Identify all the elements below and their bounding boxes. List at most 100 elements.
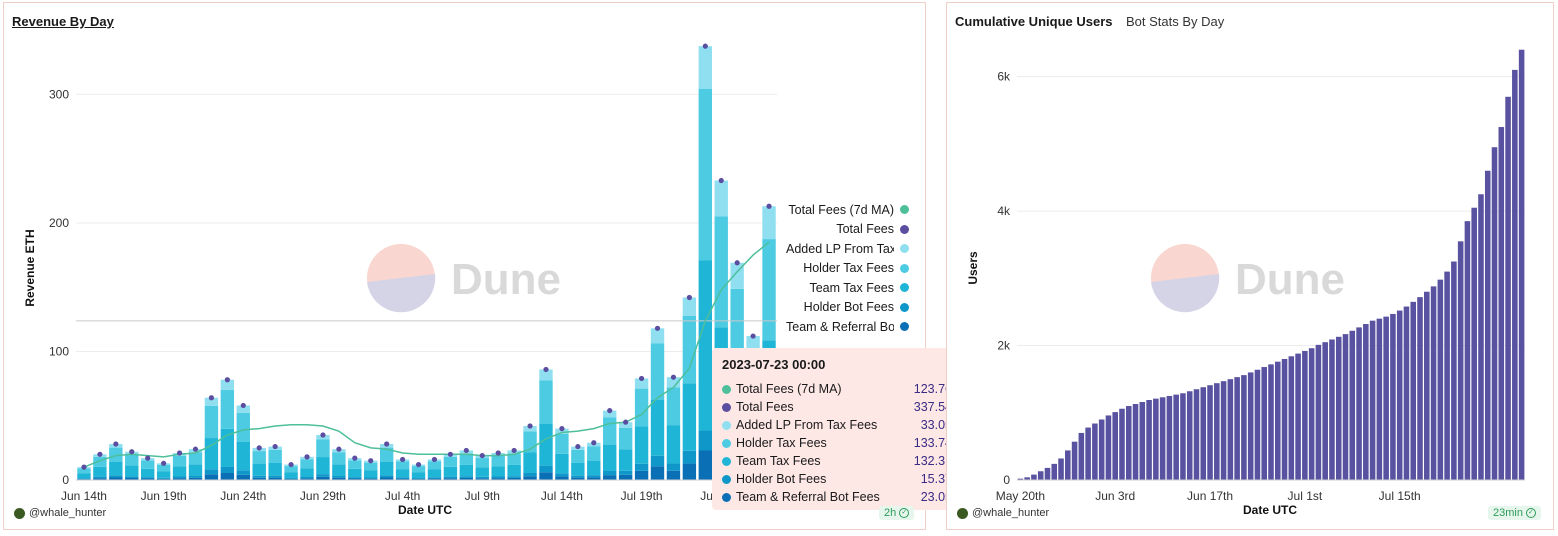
bar-segment [650,466,665,480]
bar-segment [332,475,346,478]
tooltip-series-value: 33.05 [920,418,952,432]
bar-segment [603,417,617,445]
x-tick-label: Jul 1st [1288,489,1323,503]
bar-segment [284,472,298,478]
total-fees-point [479,452,485,459]
bar [1308,348,1315,480]
bar-segment [666,387,681,426]
author-name: @whale_hunter [29,507,107,519]
total-fees-point [686,294,692,301]
refresh-badge[interactable]: 23min ✓ [1488,506,1541,520]
legend-item[interactable]: Holder Bot Fees [774,298,909,318]
bar-segment [188,477,203,480]
bar-segment [252,451,266,464]
bar [1484,170,1491,480]
bar-segment [204,405,219,439]
tooltip-series-value: 132.31 [913,454,952,468]
bar-segment [587,475,601,478]
total-fees-point [320,432,326,438]
bar [1098,419,1105,480]
bar [1505,96,1511,481]
legend-item[interactable]: Added LP From Tax Fees [774,239,909,259]
bar-segment [475,476,489,479]
y-tick-label: 2k [997,339,1011,353]
bar-segment [666,425,681,464]
bar [1132,404,1139,480]
x-tick-label: Jul 9th [465,489,500,503]
refresh-age: 2h [884,507,897,519]
bar-segment [109,477,123,480]
author-link[interactable]: @whale_hunter [957,507,1049,519]
legend-item[interactable]: Team Tax Fees [774,278,909,298]
bar-segment [571,477,585,480]
legend-item[interactable]: Total Fees [774,220,909,240]
tab-bot-stats[interactable]: Bot Stats By Day [1126,14,1225,29]
bar-segment [93,456,107,467]
tooltip-title: 2023-07-23 00:00 [722,357,826,372]
bar-segment [188,464,203,476]
legend-item[interactable]: Team & Referral Bot Fees [774,317,909,337]
tooltip-row: Added LP From Tax Fees 33.05 [722,416,952,434]
bar-segment [603,470,617,476]
tooltip-series-value: 133.74 [913,436,952,450]
bar [1335,336,1342,480]
tooltip-series-name: Holder Bot Fees [736,472,827,486]
avatar [957,507,968,519]
total-fees-point [670,374,677,380]
legend-swatch [900,283,909,293]
bar [1227,379,1234,480]
bar-segment [379,461,394,476]
y-axis-label: Revenue ETH [23,229,37,306]
total-fees-point [702,43,708,49]
total-fees-point [511,447,517,454]
legend-item[interactable]: Holder Tax Fees [774,259,909,279]
bar [1214,383,1220,480]
bar-segment [220,379,235,390]
bar [1058,458,1064,480]
bar [1342,334,1349,480]
bar-segment [204,438,219,470]
author-link[interactable]: @whale_hunter [14,507,106,519]
bar-segment [507,453,521,465]
refresh-badge[interactable]: 2h ✓ [879,506,915,520]
bar [1173,394,1179,480]
total-fees-point [766,203,772,209]
legend-swatch [900,224,909,234]
bar-segment [188,475,203,478]
revenue-chart-title[interactable]: Revenue By Day [12,14,114,29]
bar-segment [332,477,346,480]
bar-segment [523,426,537,432]
bar [1437,279,1444,480]
legend-item[interactable]: Total Fees (7d MA) [774,200,909,220]
users-chart-title[interactable]: Cumulative Unique Users [955,14,1113,29]
legend-label: Total Fees [836,222,894,237]
bar-segment [634,378,649,389]
bar-segment [491,478,505,480]
author-name: @whale_hunter [972,507,1050,519]
total-fees-point [654,325,661,331]
bar [1464,221,1471,480]
bar [1356,327,1362,480]
bar-segment [300,478,314,480]
bar-segment [252,477,266,480]
bar-segment [332,452,346,465]
bar-segment [507,476,521,478]
bar-segment [618,449,633,471]
bar-segment [618,422,633,428]
bar-segment [125,476,139,479]
total-fees-point [447,451,453,457]
total-fees-point [336,446,342,452]
bar-segment [220,428,235,467]
bar [1261,367,1268,480]
bar-segment [109,461,123,476]
bar-segment [236,412,250,442]
bar-segment [762,206,776,240]
bar-segment [443,456,458,467]
y-tick-label: 300 [49,87,69,101]
bar-segment [364,470,378,478]
bar [1444,271,1450,480]
tooltip-series-value: 23.05 [920,490,952,504]
total-fees-point [81,464,87,470]
bar-segment [650,343,665,400]
y-tick-label: 0 [1003,473,1010,487]
